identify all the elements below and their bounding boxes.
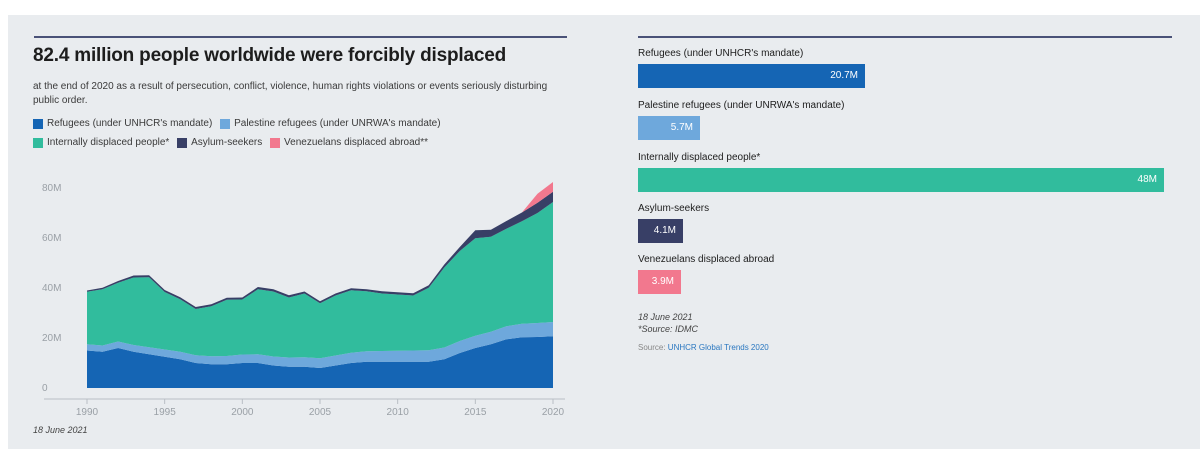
legend-swatch-asylum <box>177 138 188 148</box>
legend-item-palestine: Palestine refugees (under UNRWA's mandat… <box>220 116 441 132</box>
legend-item-asylum: Asylum-seekers <box>177 135 262 151</box>
x-tick-label: 2015 <box>464 407 487 418</box>
legend-item-venezuelans: Venezuelans displaced abroad** <box>270 135 428 151</box>
chart-notes: 18 June 2021 *Source: IDMC <box>638 311 698 335</box>
bar-label-asylum: Asylum-seekers <box>638 203 710 214</box>
notes-date: 18 June 2021 <box>638 312 693 322</box>
legend-label-idp: Internally displaced people* <box>47 137 170 148</box>
legend-item-refugees: Refugees (under UNHCR's mandate) <box>33 116 212 132</box>
x-tick-label: 2010 <box>387 407 410 418</box>
y-tick-label: 0 <box>42 383 48 394</box>
area-refugees <box>87 336 553 388</box>
legend-swatch-refugees <box>33 119 43 129</box>
left-header-rule <box>34 36 567 38</box>
legend-swatch-venezuelans <box>270 138 281 148</box>
source-prefix: Source: <box>638 343 668 352</box>
bar-row-refugees: Refugees (under UNHCR's mandate) 20.7M <box>638 48 865 88</box>
y-tick-label: 60M <box>42 233 61 244</box>
bar-palestine: 5.7M <box>638 116 700 140</box>
bar-row-asylum: Asylum-seekers 4.1M <box>638 203 709 243</box>
bar-asylum: 4.1M <box>638 219 683 243</box>
x-tick-label: 1995 <box>154 407 177 418</box>
bar-label-refugees: Refugees (under UNHCR's mandate) <box>638 48 804 59</box>
bar-row-palestine: Palestine refugees (under UNRWA's mandat… <box>638 100 844 140</box>
bar-value-refugees: 20.7M <box>830 70 858 81</box>
bottom-date: 18 June 2021 <box>33 425 88 435</box>
notes-footnote: *Source: IDMC <box>638 324 699 334</box>
bar-value-palestine: 5.7M <box>670 122 693 133</box>
y-tick-label: 40M <box>42 283 61 294</box>
bar-label-venezuelans: Venezuelans displaced abroad <box>638 254 775 265</box>
bar-row-idp: Internally displaced people* 48M <box>638 152 1164 192</box>
area-idp <box>87 202 553 359</box>
bar-label-idp: Internally displaced people* <box>638 152 761 163</box>
source-link[interactable]: UNHCR Global Trends 2020 <box>667 343 769 352</box>
legend-label-palestine: Palestine refugees (under UNRWA's mandat… <box>234 118 441 129</box>
area-palestine <box>87 322 553 368</box>
x-tick-label: 1990 <box>76 407 99 418</box>
bar-value-venezuelans: 3.9M <box>651 276 674 287</box>
legend-swatch-palestine <box>220 119 231 129</box>
bar-refugees: 20.7M <box>638 64 865 88</box>
chart-subtitle: at the end of 2020 as a result of persec… <box>33 81 548 106</box>
x-tick-label: 2000 <box>231 407 254 418</box>
chart-title: 82.4 million people worldwide were forci… <box>33 45 506 66</box>
bar-venezuelans: 3.9M <box>638 270 681 294</box>
y-tick-label: 80M <box>42 183 61 194</box>
legend-label-asylum: Asylum-seekers <box>191 137 263 148</box>
x-tick-label: 2020 <box>542 407 565 418</box>
chart-legend: Refugees (under UNHCR's mandate) Palesti… <box>33 116 513 154</box>
bar-row-venezuelans: Venezuelans displaced abroad 3.9M <box>638 254 774 294</box>
source-line: Source: UNHCR Global Trends 2020 <box>638 343 769 352</box>
area-asylum <box>87 191 553 309</box>
area-chart: 0 20M 40M 60M 80M 1990 1995 2000 2005 2010 2015 202… <box>42 182 565 418</box>
bar-label-palestine: Palestine refugees (under UNRWA's mandat… <box>638 100 845 111</box>
legend-label-venezuelans: Venezuelans displaced abroad** <box>284 137 429 148</box>
y-tick-label: 20M <box>42 333 61 344</box>
legend-swatch-idp <box>33 138 43 148</box>
right-header-rule <box>638 36 1172 38</box>
x-tick-label: 2005 <box>309 407 332 418</box>
bar-idp: 48M <box>638 168 1164 192</box>
bar-value-asylum: 4.1M <box>653 225 676 236</box>
legend-label-refugees: Refugees (under UNHCR's mandate) <box>47 118 213 129</box>
bar-value-idp: 48M <box>1137 174 1157 185</box>
legend-item-idp: Internally displaced people* <box>33 135 169 151</box>
